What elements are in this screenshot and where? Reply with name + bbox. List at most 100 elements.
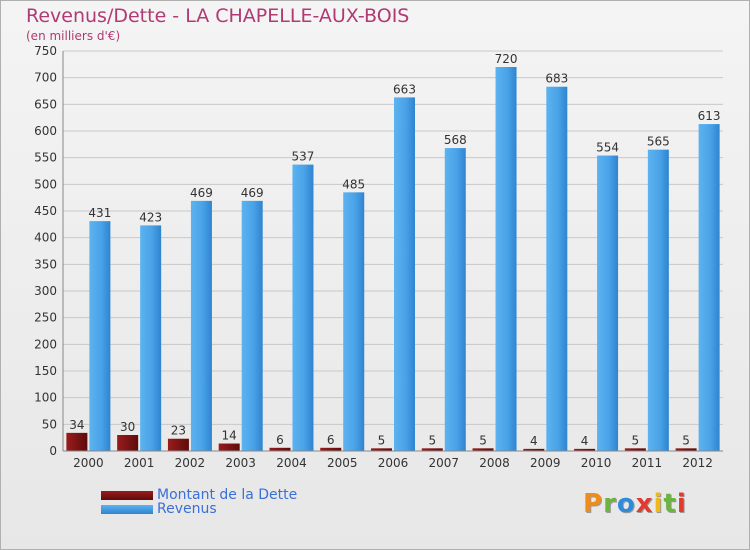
data-label-revenus-2002: 469: [190, 186, 213, 200]
bar-dette-2004: [269, 447, 291, 451]
bar-revenus-2010: [597, 155, 619, 452]
legend-label-dette: Montant de la Dette: [157, 487, 298, 503]
data-label-dette-2004: 6: [276, 433, 284, 447]
bar-revenus-2008: [495, 67, 517, 451]
y-tick-label: 600: [34, 124, 57, 138]
y-tick-label: 0: [49, 444, 57, 458]
y-axis-ticks: 0 50 100 150 200 250 300 350 400 450 500 550 600 650 7…: [34, 44, 57, 458]
data-label-dette-2007: 5: [428, 433, 436, 447]
y-tick-label: 350: [34, 257, 57, 271]
data-label-revenus-2010: 554: [596, 141, 619, 155]
bar-dette-2008: [472, 448, 494, 451]
data-label-revenus-2006: 663: [393, 82, 416, 96]
data-label-dette-2002: 23: [171, 424, 186, 438]
bar-dette-2001: [117, 435, 139, 451]
bar-revenus-2000: [89, 221, 111, 451]
y-tick-label: 200: [34, 337, 57, 351]
bar-revenus-2009: [546, 86, 568, 451]
data-label-revenus-2012: 613: [698, 109, 721, 123]
x-tick-label: 2007: [428, 456, 459, 470]
bar-dette-2010: [574, 448, 596, 451]
bars: [66, 67, 720, 452]
bar-revenus-2006: [394, 97, 415, 452]
y-tick-label: 100: [34, 391, 57, 405]
y-tick-label: 450: [34, 204, 57, 218]
proxiti-logo: Proxiti: [583, 489, 687, 519]
bar-dette-2007: [421, 448, 443, 451]
logo-letter: P: [583, 489, 604, 519]
logo-letter: r: [603, 489, 617, 519]
y-tick-label: 500: [34, 177, 57, 191]
y-tick-label: 250: [34, 311, 57, 325]
y-tick-label: 700: [34, 71, 57, 85]
bar-revenus-2004: [292, 164, 314, 451]
data-label-dette-2010: 4: [581, 434, 589, 448]
bar-dette-2005: [320, 447, 342, 451]
bar-dette-2009: [523, 448, 545, 451]
grid-lines: [63, 50, 723, 425]
x-tick-label: 2011: [632, 456, 663, 470]
data-label-revenus-2000: 431: [88, 206, 111, 220]
chart-subtitle: (en milliers d'€): [26, 29, 121, 43]
x-tick-label: 2004: [276, 456, 307, 470]
x-tick-label: 2012: [682, 456, 713, 470]
x-tick-label: 2006: [378, 456, 409, 470]
y-tick-label: 300: [34, 284, 57, 298]
y-tick-label: 150: [34, 364, 57, 378]
data-label-dette-2003: 14: [222, 429, 237, 443]
data-label-revenus-2007: 568: [444, 133, 467, 147]
data-labels: 34 431 30 423 23 469 14 469 6 537 6 485 5 663 5 568 5 720…: [69, 52, 720, 448]
x-tick-label: 2005: [327, 456, 358, 470]
legend-item-revenus: Revenus: [101, 502, 217, 516]
data-label-dette-2011: 5: [632, 433, 640, 447]
logo-letter: i: [653, 489, 664, 519]
x-axis-ticks: 2000 2001 2002 2003 2004 2005 2006 2007 2008 2009…: [73, 456, 713, 470]
bar-revenus-2002: [190, 200, 212, 451]
legend-item-dette: Montant de la Dette: [101, 488, 297, 502]
x-tick-label: 2008: [479, 456, 510, 470]
data-label-dette-2006: 5: [378, 433, 386, 447]
data-label-revenus-2004: 537: [292, 150, 315, 164]
data-label-revenus-2005: 485: [342, 177, 365, 191]
x-tick-label: 2003: [225, 456, 256, 470]
bar-dette-2003: [218, 443, 240, 451]
x-tick-label: 2000: [73, 456, 104, 470]
x-tick-label: 2002: [175, 456, 206, 470]
data-label-dette-2008: 5: [479, 433, 487, 447]
data-label-dette-2005: 6: [327, 433, 335, 447]
logo-letter: i: [676, 489, 687, 519]
x-tick-label: 2001: [124, 456, 155, 470]
y-tick-label: 400: [34, 231, 57, 245]
bar-revenus-2007: [444, 148, 466, 452]
data-label-revenus-2001: 423: [139, 210, 162, 224]
data-label-revenus-2011: 565: [647, 135, 670, 149]
data-label-dette-2000: 34: [69, 418, 84, 432]
data-label-dette-2001: 30: [120, 420, 135, 434]
data-label-dette-2009: 4: [530, 434, 538, 448]
bar-dette-2012: [675, 448, 697, 451]
data-label-revenus-2003: 469: [241, 186, 264, 200]
bar-revenus-2001: [140, 225, 162, 451]
bar-dette-2000: [66, 432, 88, 451]
bar-revenus-2003: [241, 200, 263, 451]
bar-revenus-2012: [698, 124, 720, 452]
bar-dette-2006: [371, 448, 392, 451]
bar-dette-2002: [167, 438, 189, 451]
logo-letter: x: [635, 489, 654, 519]
logo-letter: t: [663, 489, 677, 519]
bar-revenus-2011: [647, 149, 669, 451]
logo-letter: o: [616, 489, 636, 519]
data-label-revenus-2008: 720: [495, 52, 518, 66]
x-tick-label: 2010: [581, 456, 612, 470]
legend-swatch-revenus: [101, 504, 153, 514]
y-tick-label: 750: [34, 44, 57, 58]
y-tick-label: 550: [34, 151, 57, 165]
data-label-revenus-2009: 683: [545, 72, 568, 86]
axes: [62, 51, 723, 452]
y-tick-label: 650: [34, 97, 57, 111]
x-tick-label: 2009: [530, 456, 561, 470]
data-label-dette-2012: 5: [682, 433, 690, 447]
y-tick-label: 50: [42, 417, 57, 431]
